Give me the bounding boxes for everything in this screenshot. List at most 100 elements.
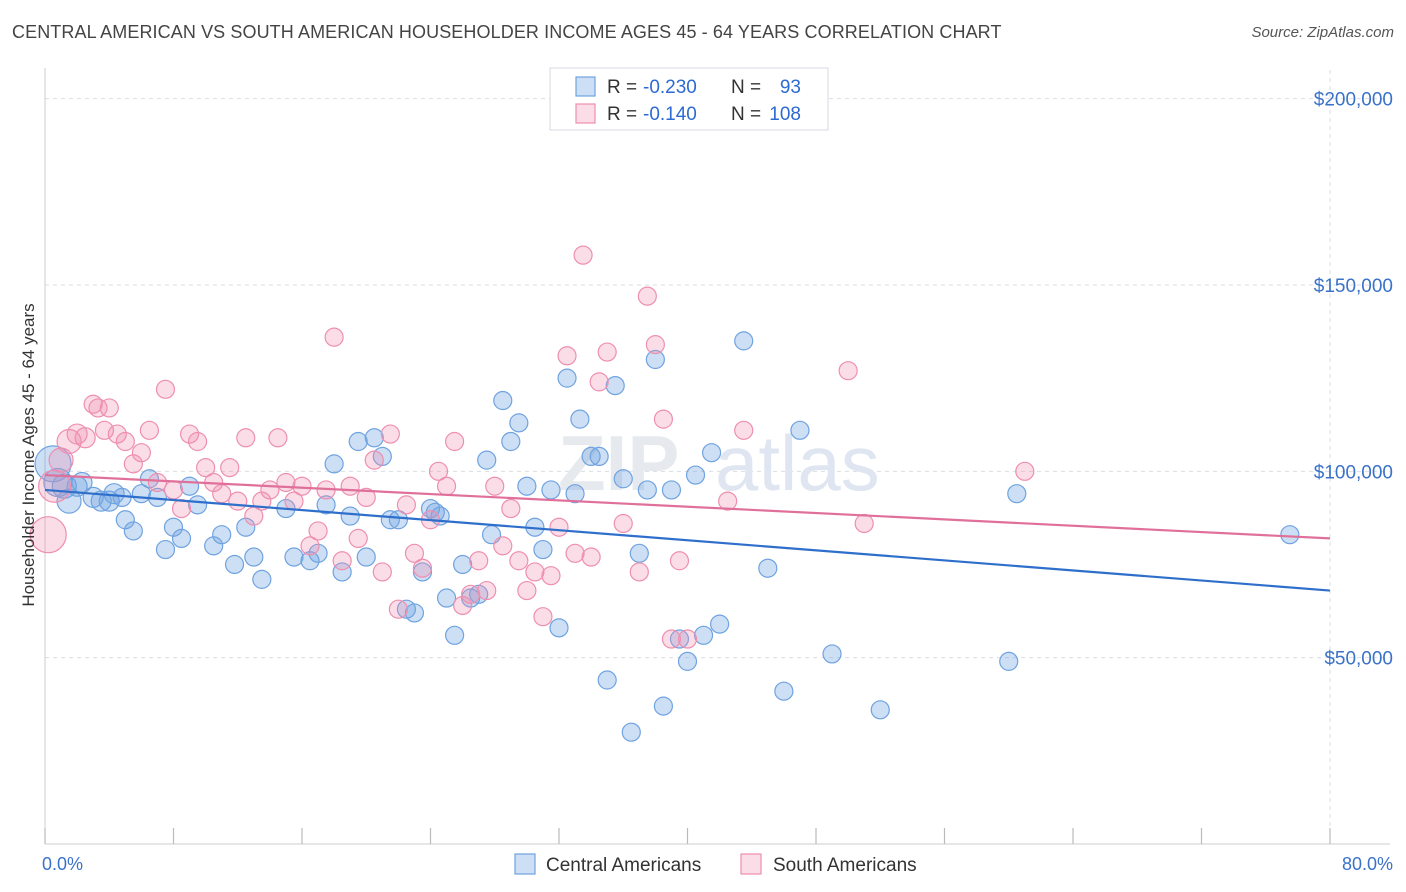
south-point-37 — [324, 327, 344, 347]
central-point-76 — [669, 629, 690, 649]
south-point-13 — [131, 443, 151, 463]
central-point-22 — [212, 525, 232, 545]
south-point-79 — [677, 629, 698, 649]
central-point-79 — [693, 625, 714, 645]
south-point-19 — [179, 424, 200, 444]
central-point-77 — [677, 651, 698, 671]
south-point-43 — [372, 562, 392, 582]
south-point-71 — [597, 342, 617, 362]
south-point-78 — [669, 551, 690, 571]
south-point-75 — [645, 335, 665, 355]
legend-r-label-central: R = — [607, 77, 637, 98]
central-point-21 — [204, 536, 224, 556]
south-point-16 — [155, 379, 176, 399]
x-tick-labels: 0.0% 80.0% — [42, 854, 1393, 874]
watermark-atlas: atlas — [715, 419, 880, 507]
south-point-31 — [276, 472, 296, 493]
south-point-20 — [187, 431, 208, 452]
south-point-24 — [220, 457, 240, 478]
south-point-84 — [1015, 461, 1035, 481]
central-point-11 — [115, 510, 135, 530]
bottom-legend-label-central: Central Americans — [546, 855, 701, 876]
south-point-29 — [260, 480, 280, 500]
south-point-9 — [99, 398, 119, 418]
south-point-68 — [573, 245, 593, 265]
central-point-36 — [356, 547, 376, 567]
south-point-63 — [533, 607, 553, 627]
central-point-83 — [758, 558, 778, 578]
legend-n-value-south: 108 — [769, 104, 801, 125]
central-point-64 — [570, 409, 590, 429]
central-point-33 — [332, 562, 352, 582]
stats-legend: R = -0.230 N = 93 R = -0.140 N = 108 — [549, 67, 829, 131]
central-point-82 — [734, 331, 754, 351]
south-point-21 — [196, 457, 216, 478]
south-point-81 — [734, 420, 754, 440]
south-trend-line — [44, 473, 1331, 540]
south-americans-points — [29, 245, 1035, 649]
central-point-74 — [653, 696, 674, 716]
central-point-67 — [597, 670, 617, 690]
south-point-30 — [268, 428, 288, 448]
central-point-86 — [822, 644, 842, 664]
central-point-29 — [300, 551, 320, 571]
south-point-66 — [557, 346, 577, 366]
south-point-64 — [541, 566, 561, 586]
south-point-57 — [485, 476, 505, 496]
south-point-50 — [428, 461, 449, 481]
south-point-83 — [854, 513, 874, 534]
central-point-37 — [364, 428, 384, 448]
central-point-20 — [187, 495, 208, 515]
south-point-35 — [308, 521, 328, 541]
bottom-legend-swatch-south — [740, 853, 762, 875]
south-point-61 — [517, 580, 537, 601]
south-point-23 — [212, 484, 232, 504]
y-axis-label: Householder Income Ages 45 - 64 years — [19, 303, 38, 606]
south-point-39 — [340, 476, 360, 496]
central-point-89 — [1007, 484, 1027, 504]
central-point-68 — [605, 376, 625, 396]
y-tick-labels: $50,000 $100,000 $150,000 $200,000 — [1314, 90, 1393, 670]
central-point-59 — [533, 539, 553, 560]
south-point-52 — [444, 431, 465, 452]
watermark: ZIP atlas — [558, 419, 880, 507]
south-point-51 — [436, 476, 457, 496]
south-point-10 — [107, 424, 127, 444]
south-point-12 — [123, 454, 143, 474]
south-point-76 — [653, 409, 674, 429]
central-point-69 — [613, 469, 633, 489]
central-point-88 — [999, 651, 1019, 671]
south-point-65 — [549, 517, 569, 537]
central-point-26 — [252, 569, 272, 589]
central-point-78 — [685, 465, 706, 485]
legend-n-value-central: 93 — [780, 77, 801, 98]
central-point-81 — [710, 614, 730, 634]
south-point-77 — [661, 629, 682, 649]
central-point-32 — [324, 454, 344, 474]
south-point-56 — [477, 580, 497, 601]
south-point-45 — [388, 599, 408, 619]
central-point-16 — [155, 539, 176, 560]
central-point-60 — [541, 480, 561, 500]
y-tick-label-0: $50,000 — [1324, 649, 1393, 670]
central-point-42 — [404, 603, 425, 623]
axes — [44, 68, 1390, 845]
central-point-71 — [629, 543, 649, 563]
legend-r-value-south: -0.140 — [643, 104, 697, 125]
central-point-28 — [284, 547, 304, 567]
central-point-25 — [244, 547, 264, 567]
central-point-63 — [565, 484, 585, 504]
chart-source: Source: ZipAtlas.com — [1251, 24, 1394, 41]
central-point-31 — [316, 495, 336, 515]
south-point-0 — [29, 516, 67, 554]
south-point-8 — [94, 420, 115, 440]
legend-swatch-central — [575, 76, 596, 97]
central-point-61 — [549, 618, 569, 638]
central-point-66 — [589, 446, 609, 467]
central-point-84 — [774, 681, 794, 701]
south-point-72 — [613, 513, 633, 534]
x-tick-label-0: 0.0% — [42, 854, 83, 874]
central-point-12 — [123, 521, 143, 541]
legend-n-label-south: N = — [731, 104, 761, 125]
